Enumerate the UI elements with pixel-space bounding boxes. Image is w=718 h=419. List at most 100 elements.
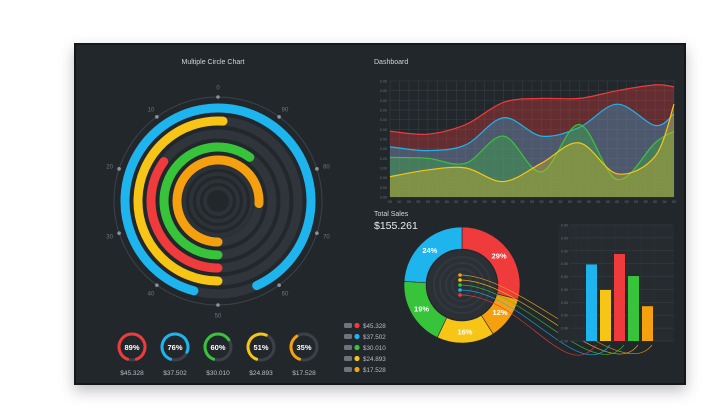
total-sales-label: Total Sales [374,211,409,218]
x-tick-1: 00 [397,200,401,204]
area-line-2 [389,123,675,181]
ring-arc-4 [172,155,264,247]
bar-y-tick-8: 0.00 [561,236,568,240]
x-tick-16: 00 [539,200,543,204]
x-tick-13: 00 [511,200,515,204]
scale-ring [113,96,323,306]
bar-chart: 0.00 0.00 0.00 0.00 0.00 0.00 0.00 0.00 0.00 0.00 [558,224,674,344]
scale-label-8: 20 [106,164,113,170]
gauge-percent-1: 76% [167,343,182,352]
connector-line-4 [459,294,597,356]
x-tick-20: 00 [577,200,581,204]
y-tick-7: 0.00 [380,128,387,132]
legend-swatch-bar-3 [344,356,352,361]
x-tick-22: 00 [596,200,600,204]
x-tick-29: 00 [663,200,667,204]
ring-arc-1 [133,116,228,286]
total-sales-value: $155.261 [374,220,418,232]
x-tick-17: 00 [549,200,553,204]
donut-label-1: 12% [493,308,508,317]
gauge-value-4: $17.528 [292,370,316,377]
gauge-arc-1 [160,332,190,361]
scale-dot-9 [155,115,159,119]
x-tick-25: 00 [625,200,629,204]
x-tick-23: 00 [606,200,610,204]
area-fill-0 [390,84,674,197]
x-tick-24: 00 [615,200,619,204]
y-tick-11: 0.00 [380,89,387,93]
scale-dot-7 [117,231,121,235]
legend-swatch-bar-1 [344,334,352,339]
bar-y-tick-1: 0.00 [561,327,568,331]
legend-swatch-bar-0 [344,323,352,328]
scale-label-7: 30 [106,235,113,241]
gauge-value-2: $30.010 [206,370,230,377]
legend-dot-0 [354,322,360,329]
scale-dot-1 [277,115,281,119]
donut-inner-ring-1 [439,262,485,308]
legend: $45.328 $37.502 $30.010 $24.893 $17.528 [344,322,386,374]
x-tick-4: 00 [426,200,430,204]
scale-label-0: 0 [216,86,220,92]
donut-label-0: 29% [492,252,507,261]
dashboard-screen: 0 90 80 70 60 50 40 30 20 10 89% $45.328 76% $37.502… [74,43,686,385]
legend-value-3: $24.893 [363,356,386,363]
bar-y-tick-0: 0.00 [561,340,568,344]
connector-line-2 [459,284,625,355]
scale-dot-2 [315,167,319,171]
gauge-percent-0: 89% [124,343,139,352]
area-line-3 [389,103,675,183]
legend-dot-4 [354,366,360,373]
circle-chart-title: Multiple Circle Chart [181,59,244,66]
x-tick-15: 00 [530,200,534,204]
y-tick-10: 0.00 [380,99,387,103]
y-tick-4: 0.00 [380,157,387,161]
gauge-arc-2 [203,332,231,361]
x-tick-7: 00 [454,200,458,204]
gauge-arc-0 [117,332,147,361]
area-fill-2 [390,124,674,197]
x-tick-28: 00 [653,200,657,204]
legend-value-1: $37.502 [363,334,386,341]
x-tick-18: 00 [558,200,562,204]
legend-value-2: $30.010 [363,345,386,352]
gauge-value-3: $24.893 [249,370,273,377]
donut-slice-4 [403,226,463,284]
scale-label-6: 40 [148,292,155,298]
inner-ring-2 [196,179,240,223]
scale-dot-3 [315,231,319,235]
donut-inner-ring-0 [433,256,491,314]
gauge-value-1: $37.502 [163,370,187,377]
dashboard-canvas: 0 90 80 70 60 50 40 30 20 10 89% $45.328 76% $37.502… [106,59,676,377]
y-tick-2: 0.00 [380,176,387,180]
scale-dot-0 [216,95,220,99]
bar-3 [628,276,639,341]
x-tick-5: 00 [435,200,439,204]
scale-label-1: 90 [282,107,289,113]
area-fill-1 [390,104,674,197]
ring-arc-0 [120,103,316,296]
x-tick-19: 00 [568,200,572,204]
y-tick-6: 0.00 [380,138,387,142]
y-tick-12: 0.00 [380,80,387,84]
y-tick-8: 0.00 [380,118,387,122]
x-tick-0: 00 [388,200,392,204]
scale-label-3: 70 [323,235,330,241]
ring-arc-3 [159,142,255,260]
bar-0 [586,264,597,341]
donut-inner-ring-2 [445,268,479,302]
scale-dot-5 [216,303,220,307]
y-tick-9: 0.00 [380,109,387,113]
gauge-percent-4: 35% [296,343,311,352]
bar-y-tick-7: 0.00 [561,249,568,253]
scale-dot-8 [117,167,121,171]
scale-label-4: 60 [282,292,289,298]
donut-chart: 29% 12% 16% 19% 24% [403,226,653,356]
y-tick-1: 0.00 [380,186,387,190]
gauge-percent-2: 60% [210,343,225,352]
x-tick-6: 00 [445,200,449,204]
x-tick-30: 00 [672,200,676,204]
legend-swatch-bar-2 [344,345,352,350]
connector-line-3 [459,289,611,355]
x-tick-10: 00 [483,200,487,204]
